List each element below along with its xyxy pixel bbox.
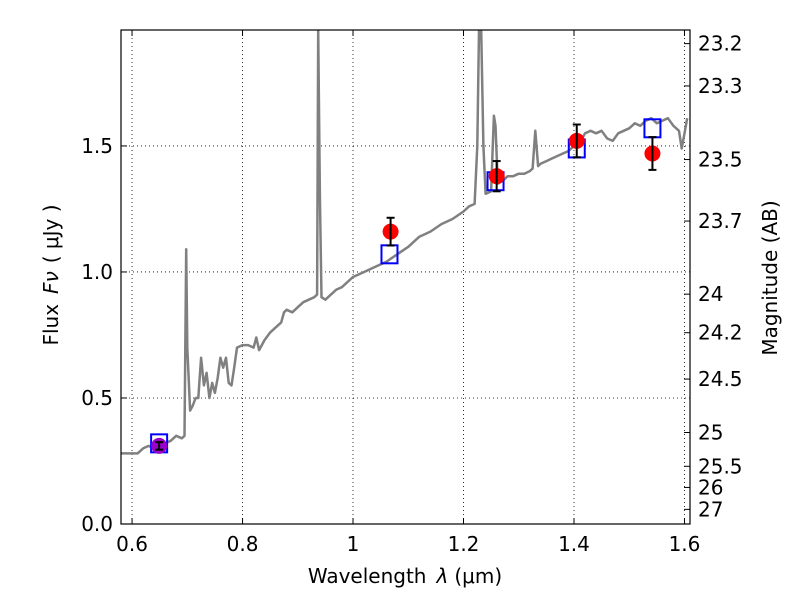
- magnitude-tick-label: 24.2: [698, 321, 743, 345]
- axis-ticks: 0.6 0.8 1 1.2 1.4 1.6 0.0 0.5 1.0 1.5 23.2 23.3 23.5…: [81, 30, 743, 556]
- x-axis-symbol: λ: [436, 564, 449, 588]
- x-tick-label: 1: [347, 532, 360, 556]
- magnitude-axis-title: Magnitude (AB): [758, 200, 782, 355]
- magnitude-tick-label: 23.3: [698, 74, 743, 98]
- x-tick-label: 1.2: [448, 532, 480, 556]
- magnitude-tick-label: 27: [698, 497, 723, 521]
- plot-area: [121, 30, 689, 455]
- magnitude-tick-label: 26: [698, 475, 723, 499]
- x-axis-unit: (μm): [454, 564, 502, 588]
- x-tick-label: 1.6: [669, 532, 701, 556]
- magnitude-tick-label: 23.5: [698, 148, 743, 172]
- plot-frame: [120, 29, 691, 525]
- spectrum-line: [121, 30, 689, 455]
- grid-lines: [121, 30, 690, 524]
- x-axis-title: Wavelength λ (μm): [308, 564, 502, 588]
- magnitude-tick-label: 24.5: [698, 367, 743, 391]
- x-tick-label: 1.4: [558, 532, 590, 556]
- y-tick-label: 0.0: [81, 512, 113, 536]
- x-axis-label: Wavelength: [308, 564, 427, 588]
- magnitude-tick-label: 25.5: [698, 454, 743, 478]
- y-tick-label: 1.0: [81, 260, 113, 284]
- y-tick-label: 1.5: [81, 134, 113, 158]
- y-axis-unit: ( μJy ): [39, 204, 63, 263]
- x-tick-label: 0.8: [227, 532, 259, 556]
- magnitude-tick-label: 25: [698, 421, 723, 445]
- x-tick-label: 0.6: [116, 532, 148, 556]
- magnitude-tick-label: 23.7: [698, 209, 743, 233]
- y-tick-label: 0.5: [81, 386, 113, 410]
- y-axis-title: Flux Fν ( μJy ): [39, 204, 63, 345]
- magnitude-tick-label: 24: [698, 282, 723, 306]
- y-axis-label: Flux: [39, 304, 63, 346]
- magnitude-tick-label: 23.2: [698, 32, 743, 56]
- y-axis-symbol: Fν: [39, 271, 63, 294]
